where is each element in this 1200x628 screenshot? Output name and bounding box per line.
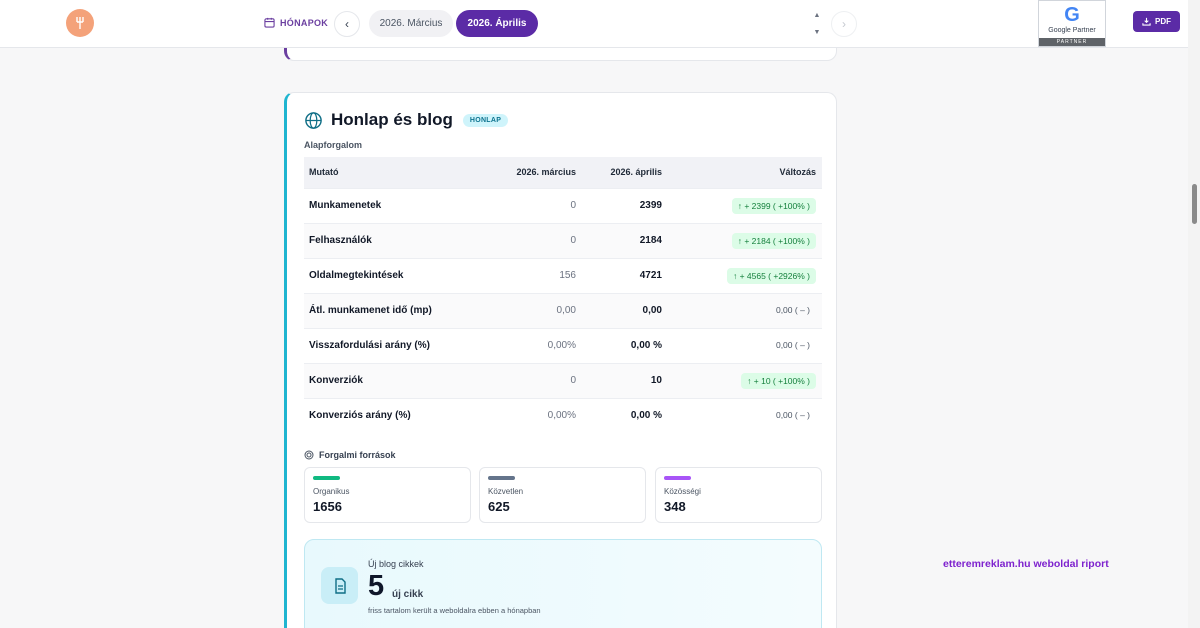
sources-label-text: Forgalmi források	[319, 450, 396, 460]
download-icon	[1142, 17, 1151, 26]
change-badge: ↑ + 10 ( +100% )	[741, 372, 816, 389]
row-march: 0,00%	[474, 327, 576, 363]
row-name: Felhasználók	[304, 222, 474, 258]
source-color-bar	[488, 476, 515, 480]
change-neutral: 0,00 ( – )	[775, 340, 810, 350]
table-row: Konverziós arány (%) 0,00% 0,00 % 0,00 (…	[304, 397, 822, 433]
row-march: 0	[474, 222, 576, 258]
table-row: Felhasználók 0 2184 ↑ + 2184 ( +100% )	[304, 222, 822, 258]
row-name: Konverziós arány (%)	[304, 397, 474, 433]
row-march: 0	[474, 362, 576, 398]
document-icon	[334, 577, 346, 594]
row-april: 2184	[576, 222, 662, 258]
month-pill-march[interactable]: 2026. Március	[369, 10, 453, 37]
months-label-text: HÓNAPOK	[280, 17, 329, 28]
source-box-social: Közösségi 348	[655, 467, 822, 523]
section-label: Alapforgalom	[304, 140, 363, 150]
sort-arrows[interactable]: ▲ ▼	[812, 12, 822, 36]
blog-title: Új blog cikkek	[368, 559, 424, 569]
sources-label: Forgalmi források	[304, 450, 396, 460]
change-badge: ↑ + 2184 ( +100% )	[731, 232, 816, 249]
source-value: 1656	[313, 499, 342, 514]
table-row: Oldalmegtekintések 156 4721 ↑ + 4565 ( +…	[304, 257, 822, 293]
pdf-download-button[interactable]: PDF	[1133, 11, 1180, 32]
card-badge: HONLAP	[462, 113, 509, 127]
row-march: 0,00	[474, 292, 576, 328]
source-box-direct: Közvetlen 625	[479, 467, 646, 523]
row-name: Oldalmegtekintések	[304, 257, 474, 293]
change-neutral: 0,00 ( – )	[775, 305, 810, 315]
blog-count: 5	[368, 570, 385, 602]
source-box-organic: Organikus 1656	[304, 467, 471, 523]
source-name: Organikus	[313, 487, 350, 496]
change-neutral: 0,00 ( – )	[775, 410, 810, 421]
row-name: Visszafordulási arány (%)	[304, 327, 474, 363]
new-blog-articles-box: Új blog cikkek 5 új cikk friss tartalom …	[304, 539, 822, 628]
table-row: Konverziók 0 10 ↑ + 10 ( +100% )	[304, 362, 822, 398]
chevron-right-icon: ›	[842, 17, 846, 31]
change-badge: ↑ + 4565 ( +2926% )	[726, 267, 816, 284]
col-change: Változás	[662, 157, 822, 188]
arrow-up-icon: ▲	[813, 12, 821, 19]
chevron-left-icon: ‹	[345, 17, 349, 31]
scrollbar[interactable]	[1188, 0, 1200, 628]
footer-brand: etteremreklam.hu weboldal riport	[943, 558, 1109, 570]
source-name: Közvetlen	[488, 487, 524, 496]
metrics-table: Mutató 2026. március 2026. április Válto…	[304, 157, 822, 433]
next-month-button[interactable]: ›	[831, 11, 857, 37]
row-march: 0,00%	[474, 397, 576, 433]
row-april: 0,00	[576, 292, 662, 328]
change-badge: ↑ + 2399 ( +100% )	[731, 197, 816, 214]
scroll-thumb[interactable]	[1192, 184, 1197, 224]
col-march: 2026. március	[474, 157, 576, 188]
months-label: HÓNAPOK	[264, 17, 328, 28]
blog-subtitle: friss tartalom került a weboldalra ebben…	[368, 606, 541, 615]
pdf-label: PDF	[1155, 17, 1171, 26]
table-header-row: Mutató 2026. március 2026. április Válto…	[304, 157, 822, 188]
row-april: 0,00 %	[576, 327, 662, 363]
table-row: Visszafordulási arány (%) 0,00% 0,00 % 0…	[304, 327, 822, 363]
partner-line1: Google Partner	[1048, 27, 1096, 34]
row-name: Konverziók	[304, 362, 474, 398]
logo[interactable]	[66, 9, 94, 37]
calendar-icon	[264, 17, 275, 28]
blog-icon-wrap	[321, 567, 358, 604]
table-row: Munkamenetek 0 2399 ↑ + 2399 ( +100% )	[304, 187, 822, 223]
row-march: 0	[474, 187, 576, 223]
google-partner-badge: G Google Partner PARTNER	[1038, 0, 1106, 47]
col-metric: Mutató	[304, 157, 474, 188]
source-name: Közösségi	[664, 487, 701, 496]
google-logo-icon: G	[1064, 4, 1080, 26]
globe-icon	[305, 111, 322, 129]
row-april: 0,00 %	[576, 397, 662, 433]
card-header: Honlap és blog HONLAP	[304, 110, 509, 130]
top-bar: HÓNAPOK ‹ 2026. Március 2026. Április ▲ …	[0, 0, 1188, 48]
row-march: 156	[474, 257, 576, 293]
card-title: Honlap és blog	[331, 110, 453, 129]
row-name: Átl. munkamenet idő (mp)	[304, 292, 474, 328]
blog-unit: új cikk	[392, 589, 424, 600]
col-april: 2026. április	[576, 157, 662, 188]
source-value: 625	[488, 499, 510, 514]
month-pill-april[interactable]: 2026. Április	[456, 10, 538, 37]
table-row: Átl. munkamenet idő (mp) 0,00 0,00 0,00 …	[304, 292, 822, 328]
fork-icon	[76, 17, 84, 29]
row-april: 2399	[576, 187, 662, 223]
prev-month-button[interactable]: ‹	[334, 11, 360, 37]
row-name: Munkamenetek	[304, 187, 474, 223]
source-value: 348	[664, 499, 686, 514]
target-icon	[304, 450, 314, 460]
source-color-bar	[313, 476, 340, 480]
partner-line2: PARTNER	[1039, 38, 1105, 46]
row-april: 4721	[576, 257, 662, 293]
arrow-down-icon: ▼	[813, 29, 821, 36]
source-color-bar	[664, 476, 691, 480]
row-april: 10	[576, 362, 662, 398]
website-blog-card: Honlap és blog HONLAP Alapforgalom Mutat…	[284, 92, 837, 628]
